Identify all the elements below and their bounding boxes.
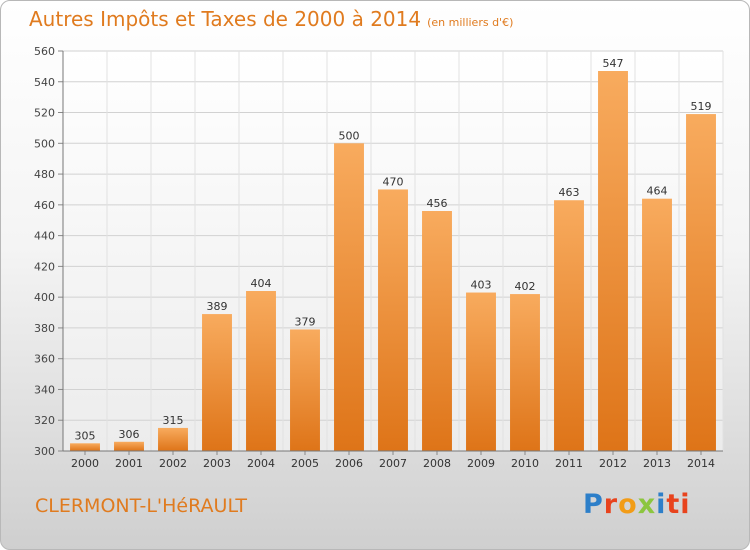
x-tick-label: 2003 (203, 457, 231, 470)
data-label: 463 (559, 186, 580, 199)
y-tick-label: 520 (34, 107, 55, 120)
bar-2002 (158, 427, 188, 451)
y-tick-label: 500 (34, 137, 55, 150)
logo-letter: x (637, 489, 657, 520)
x-tick-label: 2001 (115, 457, 143, 470)
bar-2012 (598, 71, 628, 451)
y-tick-label: 560 (34, 45, 55, 58)
bar-2013 (642, 198, 672, 451)
x-tick-label: 2011 (555, 457, 583, 470)
bar-2011 (554, 200, 584, 451)
data-label: 470 (383, 175, 404, 188)
x-tick-label: 2014 (687, 457, 715, 470)
data-label: 500 (339, 129, 360, 142)
data-label: 389 (207, 300, 228, 313)
data-label: 315 (163, 414, 184, 427)
logo-letter: ti (666, 489, 691, 520)
x-tick-label: 2002 (159, 457, 187, 470)
bar-2006 (334, 143, 364, 452)
bar-2003 (202, 314, 232, 451)
bars: 305 306 315 389 404 379 500 470 456 403 402 463 547 4… (70, 57, 716, 452)
x-tick-label: 2010 (511, 457, 539, 470)
y-tick-label: 440 (34, 230, 55, 243)
bar-2009 (466, 292, 496, 451)
proxiti-logo: Proxiti (583, 489, 691, 520)
x-tick-label: 2009 (467, 457, 495, 470)
chart-title-text: Autres Impôts et Taxes de 2000 à 2014 (29, 7, 422, 31)
x-tick-label: 2004 (247, 457, 275, 470)
bar-2004 (246, 291, 276, 451)
y-tick-label: 420 (34, 260, 55, 273)
chart-unit: (en milliers d'€) (427, 16, 514, 29)
bar-2008 (422, 211, 452, 451)
chart-title: Autres Impôts et Taxes de 2000 à 2014 (en… (29, 7, 513, 31)
bar-2007 (378, 189, 408, 451)
bar-2001 (114, 441, 144, 451)
data-label: 402 (515, 280, 536, 293)
y-tick-label: 340 (34, 383, 55, 396)
y-tick-label: 460 (34, 199, 55, 212)
y-tick-label: 320 (34, 414, 55, 427)
y-tick-label: 540 (34, 76, 55, 89)
logo-letter: P (583, 489, 604, 520)
x-tick-label: 2012 (599, 457, 627, 470)
data-label: 306 (119, 428, 140, 441)
data-label: 547 (603, 57, 624, 70)
data-label: 456 (427, 197, 448, 210)
x-tick-label: 2013 (643, 457, 671, 470)
x-tick-label: 2006 (335, 457, 363, 470)
logo-letter: r (603, 489, 619, 520)
y-tick-label: 300 (34, 445, 55, 458)
x-tick-label: 2007 (379, 457, 407, 470)
x-tick-label: 2008 (423, 457, 451, 470)
data-label: 464 (647, 185, 668, 198)
data-label: 404 (251, 277, 272, 290)
y-tick-label: 480 (34, 168, 55, 181)
y-tick-label: 400 (34, 291, 55, 304)
x-tick-label: 2000 (71, 457, 99, 470)
y-tick-label: 360 (34, 353, 55, 366)
data-label: 379 (295, 315, 316, 328)
city-name: CLERMONT-L'HéRAULT (35, 495, 248, 517)
y-tick-label: 380 (34, 322, 55, 335)
logo-letter: o (618, 489, 638, 520)
data-label: 403 (471, 279, 492, 292)
x-tick-label: 2005 (291, 457, 319, 470)
bar-2000 (70, 443, 100, 451)
bar-2014 (686, 114, 716, 452)
bar-2005 (290, 329, 320, 451)
axes: 300 320 340 360 380 400 420 440 460 480 500 520 540 5… (34, 45, 723, 470)
logo-letter: i (656, 489, 667, 520)
data-label: 305 (75, 429, 96, 442)
data-label: 519 (691, 100, 712, 113)
bar-2010 (510, 294, 540, 451)
